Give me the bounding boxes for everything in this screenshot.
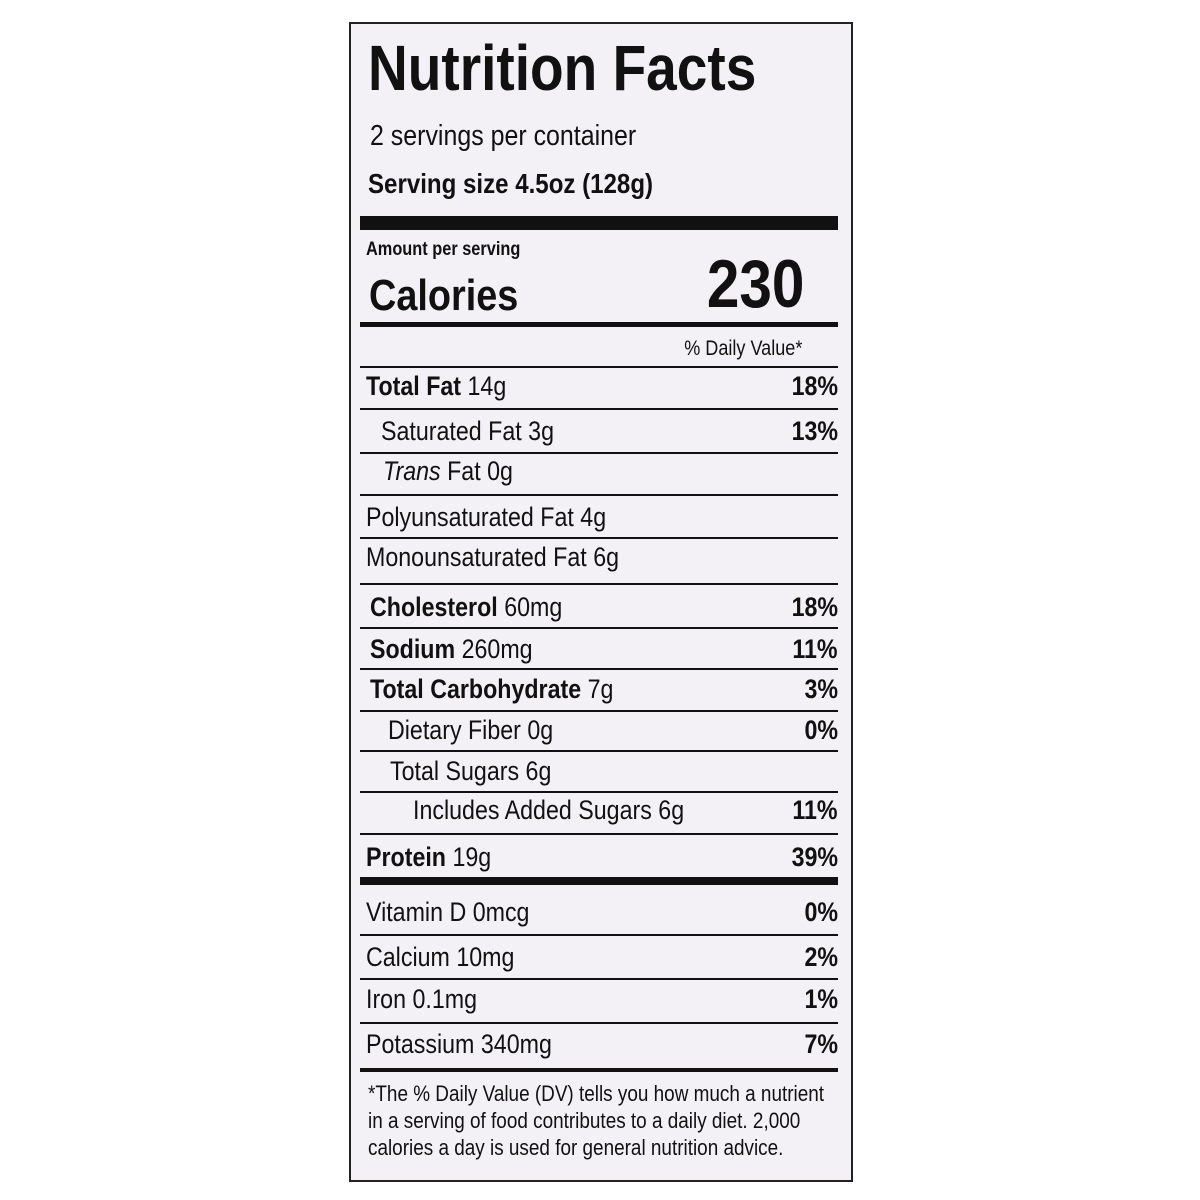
daily-value: 18% (791, 371, 838, 401)
daily-value: 0% (804, 897, 838, 927)
daily-value: 7% (804, 1029, 838, 1059)
rule (360, 791, 838, 793)
serving-size: Serving size 4.5oz (128g) (368, 168, 654, 199)
rule (360, 1068, 838, 1072)
rule (360, 877, 838, 885)
nutrient-row: Total Sugars 6g (390, 756, 552, 786)
footnote: in a serving of food contributes to a da… (368, 1108, 801, 1133)
vitamin-row: Iron 0.1mg (366, 984, 478, 1014)
rule (360, 710, 838, 712)
daily-value: 1% (804, 984, 838, 1014)
rule (360, 537, 838, 539)
rule (360, 833, 838, 835)
rule (360, 583, 838, 585)
nutrient-row: Saturated Fat 3g (381, 416, 555, 446)
daily-value: 39% (791, 842, 838, 872)
rule (360, 978, 838, 980)
footnote: calories a day is used for general nutri… (368, 1135, 784, 1160)
rule (360, 452, 838, 454)
daily-value: 11% (792, 795, 838, 825)
calories-label: Calories (369, 271, 519, 320)
daily-value: 3% (804, 674, 838, 704)
daily-value: 11% (792, 634, 838, 664)
daily-value: 2% (804, 942, 838, 972)
nutrient-row: Cholesterol 60mg (370, 592, 563, 622)
rule (360, 668, 838, 670)
dv-header: % Daily Value* (683, 337, 802, 360)
nutrition-label (349, 22, 853, 1182)
nutrient-row: Protein 19g (366, 842, 492, 872)
vitamin-row: Calcium 10mg (366, 942, 515, 972)
nutrient-row: Total Fat 14g (366, 371, 507, 401)
rule (360, 322, 838, 327)
nutrient-row: Dietary Fiber 0g (388, 715, 554, 745)
vitamin-row: Potassium 340mg (366, 1029, 552, 1059)
nutrient-row: Includes Added Sugars 6g (413, 795, 685, 825)
calories-value: 230 (706, 246, 804, 322)
daily-value: 18% (791, 592, 838, 622)
rule (360, 627, 838, 629)
title: Nutrition Facts (368, 32, 757, 104)
daily-value: 13% (791, 416, 838, 446)
nutrient-row: Monounsaturated Fat 6g (366, 542, 620, 572)
amount-per-serving: Amount per serving (366, 239, 521, 260)
nutrient-row: Polyunsaturated Fat 4g (366, 502, 607, 532)
rule (360, 366, 838, 368)
rule (360, 408, 838, 410)
servings: 2 servings per container (370, 120, 637, 152)
rule (360, 750, 838, 752)
footnote: *The % Daily Value (DV) tells you how mu… (368, 1081, 825, 1106)
rule (360, 934, 838, 936)
daily-value: 0% (804, 715, 838, 745)
nutrient-row: Sodium 260mg (370, 634, 533, 664)
nutrient-row: Total Carbohydrate 7g (370, 674, 614, 704)
rule (360, 216, 838, 230)
rule (360, 1022, 838, 1024)
vitamin-row: Vitamin D 0mcg (366, 897, 530, 927)
rule (360, 494, 838, 496)
nutrient-row: Trans Fat 0g (383, 456, 513, 486)
